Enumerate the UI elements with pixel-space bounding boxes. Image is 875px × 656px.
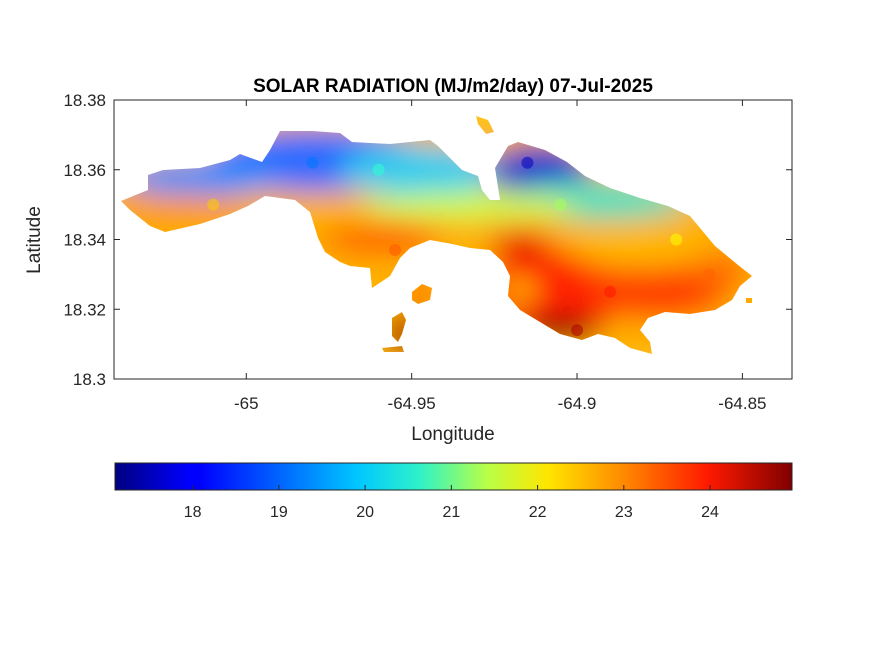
region-value-mark <box>207 198 220 211</box>
region-value-mark <box>306 156 319 169</box>
region-value-mark <box>554 198 567 211</box>
x-tick-label: -64.9 <box>558 394 597 413</box>
chart-title: SOLAR RADIATION (MJ/m2/day) 07-Jul-2025 <box>253 76 653 97</box>
colorbar-tick-label: 21 <box>442 504 460 521</box>
x-axis-label: Longitude <box>411 424 494 445</box>
region-value-mark <box>389 243 402 256</box>
region-value-mark <box>372 163 385 176</box>
y-axis-label: Latitude <box>24 206 45 274</box>
x-tick-label: -65 <box>234 394 259 413</box>
region-value-mark <box>604 285 617 298</box>
colorbar-tick-label: 23 <box>615 504 633 521</box>
x-tick-label: -64.95 <box>388 394 436 413</box>
y-tick-label: 18.38 <box>63 91 106 110</box>
contour-marks <box>207 156 716 337</box>
colorbar-tick-label: 18 <box>184 504 202 521</box>
colorbar-tick-label: 22 <box>529 504 547 521</box>
colorbar-tick-label: 24 <box>701 504 719 521</box>
region-value-mark <box>670 233 683 246</box>
region-value-mark <box>521 156 534 169</box>
y-tick-label: 18.32 <box>63 300 106 319</box>
y-tick-label: 18.36 <box>63 161 106 180</box>
x-tick-label: -64.85 <box>718 394 766 413</box>
colorbar-tick-label: 19 <box>270 504 288 521</box>
x-axis: -65 -64.95 -64.9 -64.85 <box>234 100 766 413</box>
y-tick-label: 18.34 <box>63 231 106 250</box>
y-tick-label: 18.3 <box>73 370 106 389</box>
y-axis: 18.3 18.32 18.34 18.36 18.38 <box>63 91 792 389</box>
colorbar-tick-label: 20 <box>356 504 374 521</box>
colorbar-ticks: 18 19 20 21 22 23 24 <box>184 485 719 521</box>
region-value-mark <box>703 268 716 281</box>
colorbar <box>114 462 793 491</box>
region-value-mark <box>571 324 584 337</box>
